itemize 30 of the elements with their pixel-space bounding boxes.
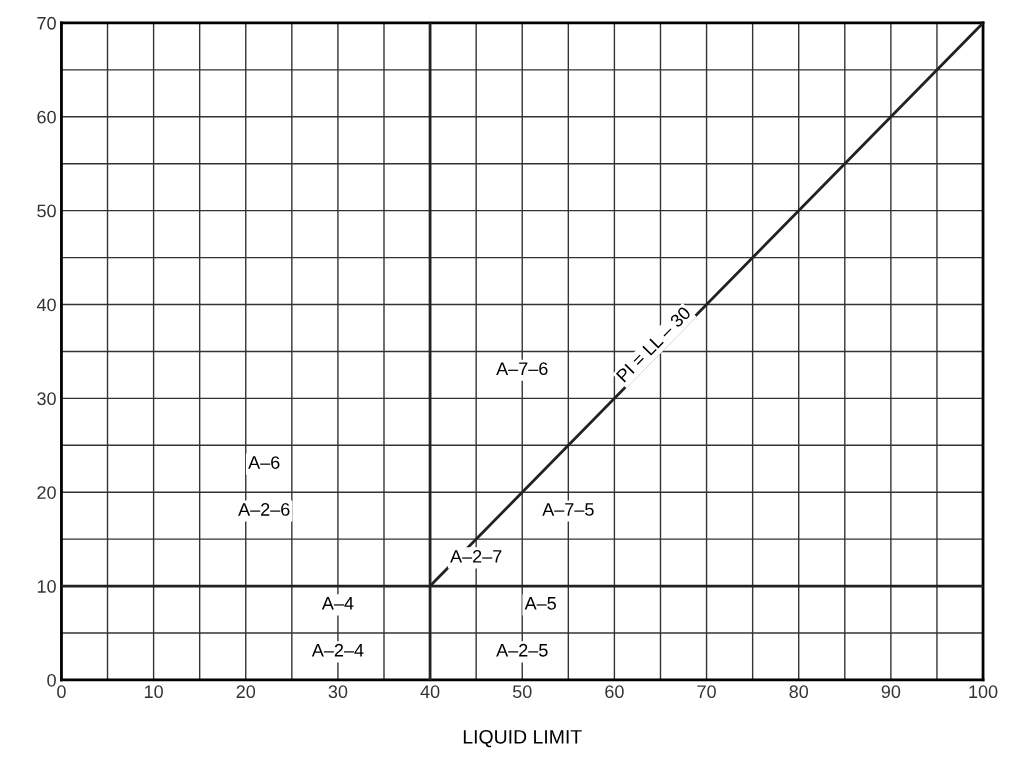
x-tick-label: 40 (420, 685, 440, 699)
annotation: A–2–6 (238, 503, 290, 516)
y-tick-label: 60 (37, 110, 56, 124)
annotation: A–2–5 (496, 643, 548, 657)
y-tick-label: 10 (37, 580, 56, 593)
x-tick-label: 0 (57, 685, 66, 699)
annotation: A–5 (524, 597, 556, 610)
annotation: A–2–4 (311, 643, 364, 657)
x-tick-label: 20 (236, 685, 256, 699)
x-tick-label: 70 (697, 685, 716, 699)
x-tick-label: 10 (144, 685, 163, 699)
y-tick-label: 50 (37, 204, 56, 218)
annotation: A–2–7 (450, 550, 502, 563)
x-tick-label: 100 (969, 685, 998, 699)
x-tick-label: 80 (789, 685, 809, 699)
x-tick-label: 50 (512, 685, 532, 699)
annotation: A–7–6 (496, 362, 548, 376)
annotation: A–6 (248, 456, 280, 469)
y-tick-label: 20 (37, 486, 56, 499)
y-tick-label: 70 (37, 16, 56, 30)
x-tick-label: 90 (881, 685, 901, 699)
y-tick-label: 0 (47, 673, 56, 687)
annotation: PI = LL – 30 (615, 305, 692, 383)
x-axis-title: LIQUID LIMIT (463, 729, 582, 748)
y-tick-label: 30 (37, 392, 56, 406)
x-tick-label: 30 (328, 685, 348, 699)
annotation: A–7–5 (542, 503, 594, 516)
annotation: A–4 (321, 597, 354, 610)
y-tick-label: 40 (36, 298, 56, 312)
x-tick-label: 60 (605, 685, 624, 699)
